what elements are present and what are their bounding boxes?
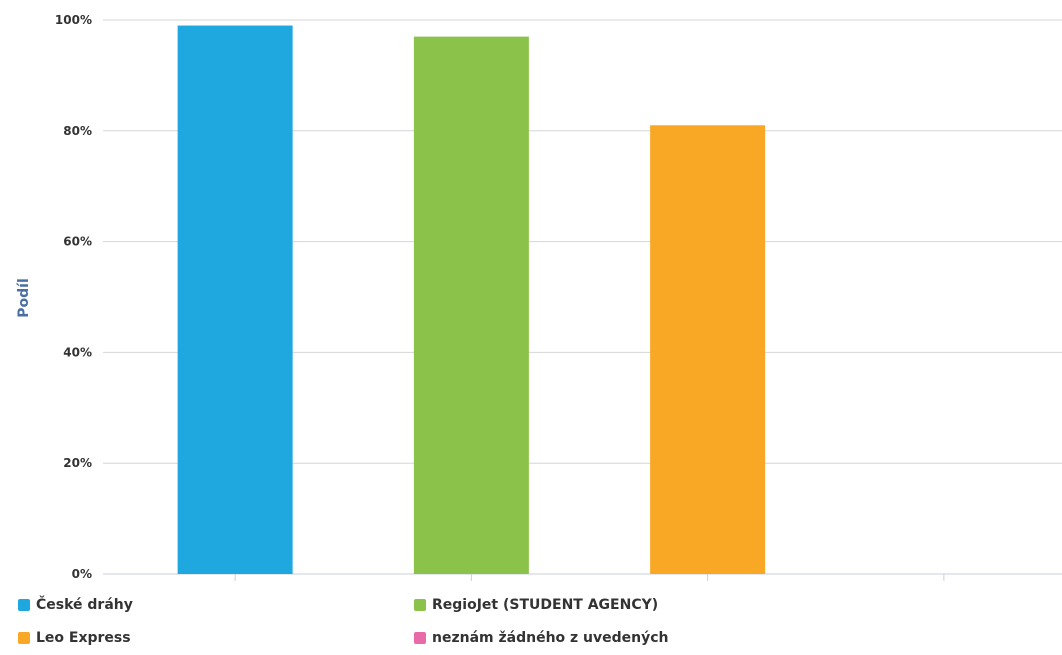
- y-tick-label: 100%: [55, 13, 92, 27]
- legend-item[interactable]: neznám žádného z uvedených: [414, 630, 669, 646]
- legend-swatch: [414, 599, 426, 611]
- bar[interactable]: [650, 125, 766, 574]
- bar[interactable]: [413, 36, 529, 575]
- legend-swatch: [18, 599, 30, 611]
- y-tick-label: 40%: [63, 345, 92, 359]
- y-tick-label: 20%: [63, 456, 92, 470]
- y-tick-label: 80%: [63, 124, 92, 138]
- legend-label: Leo Express: [36, 630, 131, 646]
- legend-label: RegioJet (STUDENT AGENCY): [432, 597, 659, 613]
- bars: [177, 25, 766, 575]
- legend-item[interactable]: České dráhy: [18, 597, 133, 613]
- bar[interactable]: [177, 25, 293, 575]
- legend-swatch: [414, 632, 426, 644]
- y-axis-title: Podíl: [16, 278, 32, 318]
- chart: 0% 20% 40% 60% 80% 100% Podíl: [16, 13, 1062, 581]
- legend-label: České dráhy: [36, 597, 133, 613]
- y-tick-label: 0%: [72, 567, 92, 581]
- legend-item[interactable]: RegioJet (STUDENT AGENCY): [414, 597, 658, 613]
- legend-label: neznám žádného z uvedených: [432, 630, 669, 646]
- legend-item[interactable]: Leo Express: [18, 630, 131, 646]
- y-tick-label: 60%: [63, 235, 92, 249]
- legend: České dráhy RegioJet (STUDENT AGENCY) Leo …: [18, 597, 1048, 653]
- x-axis: [234, 574, 945, 581]
- legend-swatch: [18, 632, 30, 644]
- y-axis: 0% 20% 40% 60% 80% 100%: [55, 13, 92, 581]
